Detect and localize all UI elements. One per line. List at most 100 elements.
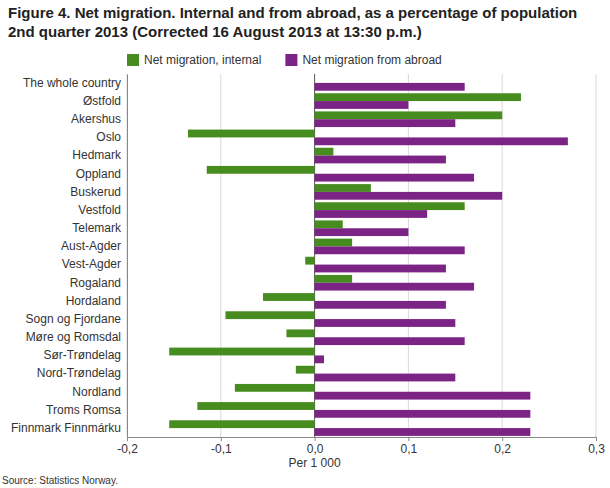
grid-line: [314, 74, 315, 437]
grid-line: [408, 74, 409, 437]
bar: [315, 410, 531, 418]
bar: [315, 374, 456, 382]
bar: [315, 119, 456, 127]
legend-item: Net migration, internal: [127, 53, 261, 67]
y-tick-label: Oppland: [76, 167, 121, 181]
bar: [315, 101, 409, 109]
bars: [169, 83, 568, 436]
bar: [315, 192, 503, 200]
y-tick-label: Finnmark Finnmárku: [11, 421, 121, 435]
y-tick-label: Østfold: [83, 94, 121, 108]
y-tick: Akershus: [71, 112, 127, 126]
x-tick-mark: [408, 437, 409, 441]
x-tick: 0,3: [588, 437, 605, 456]
y-tick-label: Møre og Romsdal: [26, 330, 121, 344]
bar: [315, 184, 371, 192]
bar: [207, 166, 315, 174]
title-line: Figure 4. Net migration. Internal and fr…: [8, 4, 577, 21]
y-tick-label: Oslo: [96, 130, 121, 144]
bar: [315, 174, 474, 182]
y-tick: The whole country: [23, 76, 127, 90]
y-axis-line: [127, 75, 128, 438]
y-tick: Aust-Agder: [61, 239, 127, 253]
bar: [315, 111, 503, 119]
bar: [315, 83, 465, 91]
y-tick-label: Sør-Trøndelag: [43, 348, 121, 362]
bar: [188, 130, 315, 138]
bar: [315, 156, 446, 164]
y-axis: The whole country Østfold Akershus Oslo Hedm…: [11, 75, 128, 438]
y-tick: Telemark: [72, 221, 127, 235]
title: Figure 4. Net migration. Internal and fr…: [8, 4, 577, 40]
x-tick-mark: [502, 437, 503, 441]
grid-line: [127, 74, 128, 437]
y-tick-label: Hordaland: [66, 294, 121, 308]
x-tick-mark: [315, 437, 316, 441]
x-tick-label: 0,0: [307, 442, 324, 456]
bar: [315, 301, 446, 309]
y-tick: Møre og Romsdal: [26, 330, 127, 344]
y-tick: Nord-Trøndelag: [37, 366, 127, 380]
bar: [263, 293, 315, 301]
y-tick-label: Troms Romsa: [46, 403, 121, 417]
legend-item: Net migration from abroad: [285, 53, 441, 67]
legend-label: Net migration, internal: [144, 53, 261, 67]
y-tick: Troms Romsa: [46, 403, 127, 417]
bar: [296, 366, 315, 374]
y-tick-label: Vestfold: [78, 203, 121, 217]
x-tick-label: 0,1: [401, 442, 418, 456]
x-tick: 0,1: [401, 437, 418, 456]
bar: [315, 319, 456, 327]
y-tick-label: Aust-Agder: [61, 239, 121, 253]
series: [315, 83, 568, 436]
y-tick-label: Sogn og Fjordane: [26, 312, 122, 326]
bar: [314, 75, 315, 83]
y-tick-label: Hedmark: [72, 148, 122, 162]
bar: [305, 257, 314, 265]
y-tick: Vestfold: [78, 203, 127, 217]
grid: [127, 74, 596, 437]
bar: [315, 392, 531, 400]
bar: [169, 348, 314, 356]
legend-swatch: [285, 54, 297, 66]
y-tick-label: Nord-Trøndelag: [37, 366, 121, 380]
bar: [315, 239, 353, 247]
bar: [315, 355, 324, 363]
x-tick-label: -0,2: [117, 442, 138, 456]
y-tick: Hedmark: [72, 148, 127, 162]
bar: [315, 210, 428, 218]
x-tick: 0,2: [494, 437, 511, 456]
y-tick: Oppland: [76, 167, 127, 181]
bar: [315, 246, 465, 254]
bar: [315, 148, 334, 156]
grid-line: [502, 74, 503, 437]
y-tick: Finnmark Finnmárku: [11, 421, 127, 435]
y-tick: Nordland: [72, 385, 127, 399]
bar: [315, 202, 465, 210]
x-tick-label: -0,1: [211, 442, 232, 456]
x-tick: 0,0: [307, 437, 324, 456]
y-tick: Sør-Trøndelag: [43, 348, 127, 362]
y-tick: Hordaland: [66, 294, 127, 308]
y-tick-label: Telemark: [72, 221, 122, 235]
bar: [315, 337, 465, 345]
y-tick: Rogaland: [70, 276, 127, 290]
y-tick-label: Nordland: [72, 385, 121, 399]
x-tick-label: 0,3: [588, 442, 605, 456]
y-tick-label: Akershus: [71, 112, 121, 126]
y-tick-label: Buskerud: [70, 185, 121, 199]
bar: [315, 137, 568, 145]
chart: Figure 4. Net migration. Internal and fr…: [0, 0, 610, 488]
y-tick: Sogn og Fjordane: [26, 312, 127, 326]
x-tick-mark: [221, 437, 222, 441]
x-tick-label: 0,2: [494, 442, 511, 456]
bar: [315, 228, 409, 236]
bar: [315, 283, 474, 291]
bar: [315, 93, 521, 101]
x-tick: -0,2: [117, 437, 138, 456]
legend: Net migration, internal Net migration fro…: [127, 53, 442, 67]
y-tick-label: The whole country: [23, 76, 121, 90]
bar: [286, 329, 314, 337]
bar: [235, 384, 315, 392]
grid-line: [596, 74, 597, 437]
